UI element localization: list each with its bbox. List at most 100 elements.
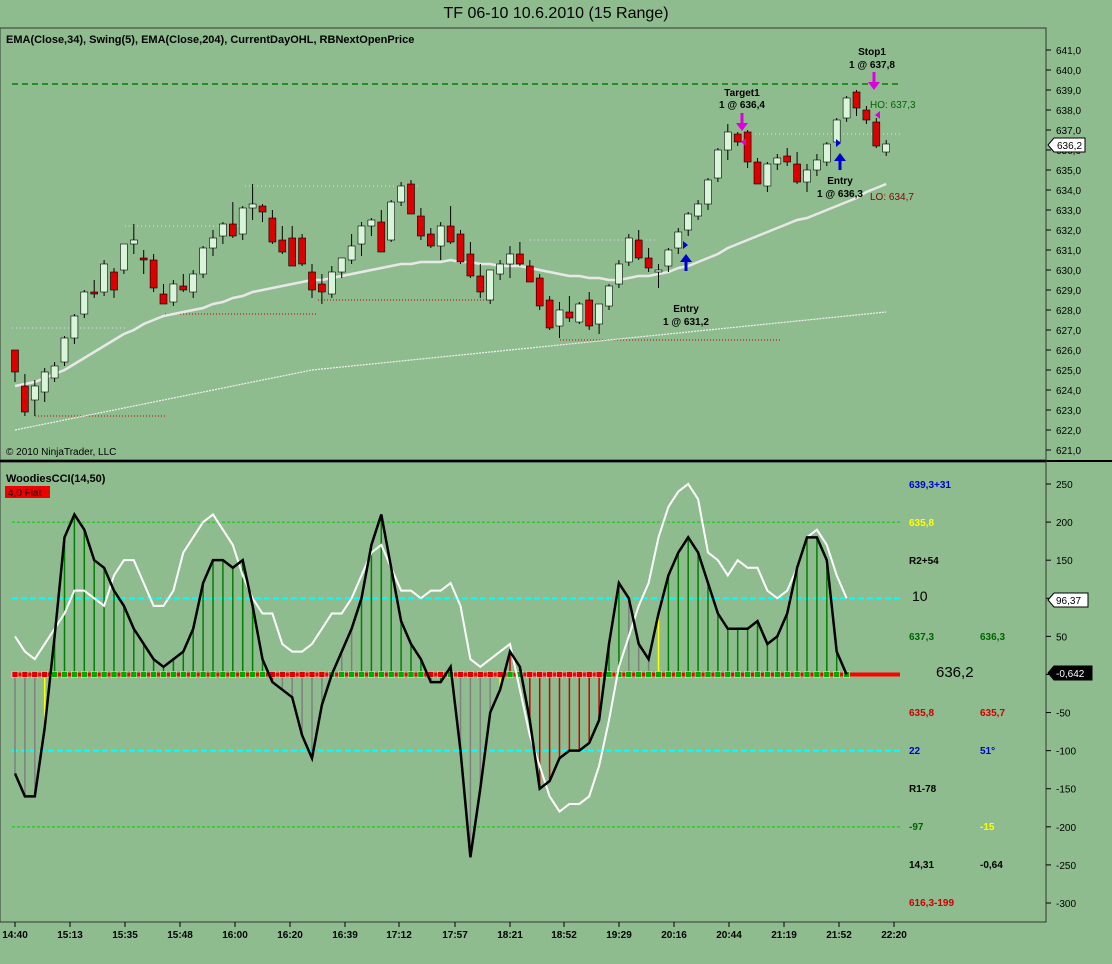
candle	[407, 180, 415, 215]
cci-text-t7: 636,2	[936, 664, 974, 681]
candle	[862, 106, 871, 124]
candle-body	[644, 257, 653, 269]
cci-zero-marker	[833, 671, 840, 678]
ho-label: HO: 637,3	[870, 100, 916, 111]
copyright-label: © 2010 NinjaTrader, LLC	[6, 447, 116, 458]
candle-body	[842, 97, 851, 119]
cci-text-t5: 637,3	[909, 632, 934, 643]
candle-body	[714, 149, 722, 179]
candle	[694, 200, 702, 220]
candle-body	[426, 233, 435, 247]
candle	[704, 178, 712, 210]
cci-zero-marker	[823, 671, 831, 678]
candle-body	[486, 269, 495, 301]
price-tick-label: 632,0	[1056, 226, 1081, 237]
candle-body	[209, 237, 217, 249]
candle	[397, 182, 405, 206]
candle-body	[753, 161, 762, 185]
price-tick-label: 622,0	[1056, 426, 1081, 437]
candle-body	[446, 225, 455, 243]
target1-detail: 1 @ 636,4	[719, 100, 765, 111]
cci-text-t8: 635,8	[909, 708, 934, 719]
cci-badge-box	[5, 486, 50, 498]
candle	[605, 284, 613, 310]
cci-zero-marker	[556, 671, 563, 678]
candle-body	[298, 237, 306, 265]
cci-zero-marker	[170, 671, 177, 678]
stop1-title: Stop1	[858, 47, 886, 58]
candle-body	[387, 201, 396, 241]
candle-body	[822, 143, 831, 163]
cci-zero-marker	[655, 671, 662, 678]
cci-text-t11: 51°	[980, 746, 995, 757]
price-tick-label: 626,0	[1056, 346, 1081, 357]
candle-body	[852, 91, 861, 109]
candle-body	[436, 225, 445, 247]
candle	[327, 266, 336, 298]
candle-body	[466, 253, 475, 277]
candle	[90, 280, 98, 298]
candle-body	[397, 185, 405, 203]
cci-zero-marker	[595, 671, 603, 678]
cci-zero-marker	[744, 671, 751, 678]
time-tick-label: 17:57	[442, 930, 468, 941]
cci-zero-marker	[368, 671, 375, 678]
candle	[229, 202, 237, 238]
exit-marker-2-icon	[875, 111, 880, 119]
cci-zero-marker	[387, 671, 395, 678]
time-tick-label: 19:29	[606, 930, 632, 941]
cci-zero-marker	[566, 671, 573, 678]
candle-body	[535, 277, 544, 307]
entry2-title: Entry	[827, 176, 853, 187]
cci-zero-marker	[675, 671, 682, 678]
price-tick-label: 621,0	[1056, 446, 1081, 457]
candle	[139, 250, 148, 274]
price-tick-label: 635,0	[1056, 166, 1081, 177]
candle-body	[733, 133, 742, 143]
cci-zero-marker	[51, 671, 58, 678]
candle	[654, 264, 663, 288]
candle-body	[40, 371, 49, 393]
target1-arrow-icon	[736, 113, 748, 131]
candle-body	[11, 349, 19, 373]
candle	[743, 130, 752, 168]
cci-panel	[0, 461, 1047, 923]
cci-zero-marker	[308, 671, 316, 678]
cci-zero-marker	[150, 671, 157, 678]
candle	[298, 234, 306, 266]
candle	[545, 296, 554, 330]
cci-tick-label: 150	[1056, 556, 1073, 567]
cci-zero-marker	[259, 671, 266, 678]
cci-zero-marker	[665, 671, 672, 678]
cci-zero-marker	[41, 671, 48, 678]
candle	[40, 368, 49, 402]
candle-body	[456, 233, 465, 263]
cci-zero-marker	[645, 671, 652, 678]
cci-text-t6: 636,3	[980, 632, 1005, 643]
axis-layer: 641,0640,0639,0638,0637,0636,0635,0634,0…	[2, 46, 1081, 941]
entry2-detail: 1 @ 636,3	[817, 189, 863, 200]
candle-body	[624, 237, 633, 263]
candle-body	[318, 283, 326, 293]
candle	[733, 132, 742, 146]
time-tick-label: 17:12	[386, 930, 412, 941]
entry1-arrow-icon	[680, 254, 692, 271]
cci-zero-marker	[714, 671, 722, 678]
cci-zero-marker	[754, 671, 761, 678]
cci-value-marker: 96,37	[1047, 592, 1089, 608]
cci-tick-label: -150	[1056, 785, 1076, 796]
price-tick-label: 625,0	[1056, 366, 1081, 377]
cci-zero-marker	[625, 671, 633, 678]
candle	[535, 274, 544, 310]
price-tick-label: 640,0	[1056, 66, 1081, 77]
entry-marker-1-icon	[683, 241, 688, 249]
candle-body	[763, 163, 772, 187]
price-tick-label: 634,0	[1056, 186, 1081, 197]
candle-body	[743, 131, 752, 163]
candle	[852, 90, 861, 116]
candle	[11, 349, 19, 382]
time-tick-label: 18:52	[551, 930, 577, 941]
candle	[189, 270, 197, 298]
tcci-line	[14, 482, 848, 814]
